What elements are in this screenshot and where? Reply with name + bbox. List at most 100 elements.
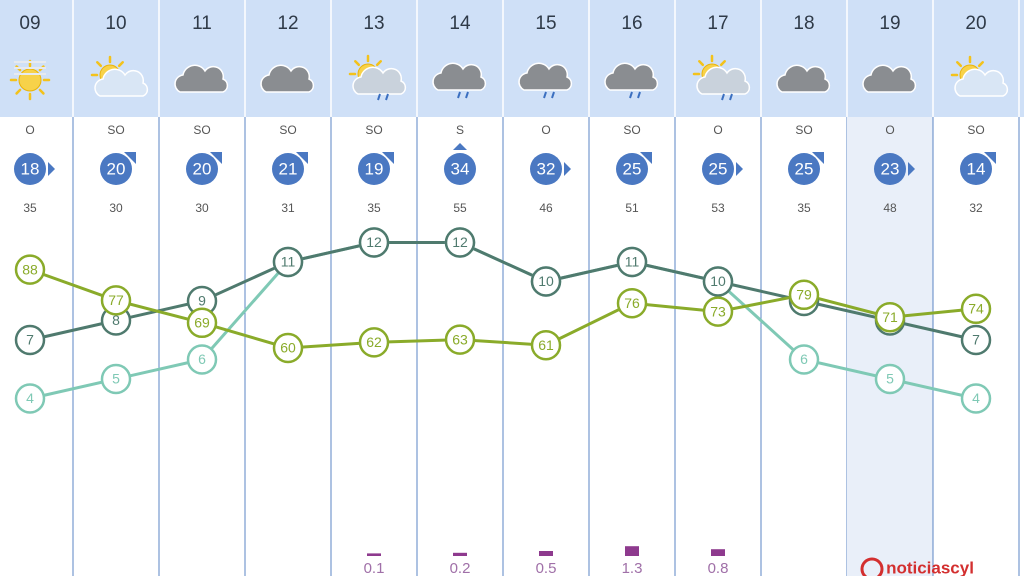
data-label: 73 <box>710 303 726 319</box>
data-point <box>100 285 132 316</box>
wind-speed-badge <box>702 153 734 185</box>
day-label: 15 <box>535 13 556 34</box>
sun-ray <box>375 60 382 67</box>
day-label: 17 <box>707 13 728 34</box>
gust: 30 <box>109 201 123 215</box>
data-point <box>272 332 304 364</box>
content: 09O183510SO203011SO203012SO213113SO19351… <box>9 0 1020 576</box>
gust: 51 <box>625 201 639 215</box>
wind-speed: 14 <box>967 159 986 178</box>
data-label: 11 <box>625 254 640 270</box>
logo: noticiascyl <box>886 558 974 576</box>
wind-speed: 25 <box>795 159 814 178</box>
wind-speed: 25 <box>709 159 728 178</box>
wind-arrow <box>640 152 652 164</box>
rain-drop <box>637 91 641 99</box>
cloud <box>432 62 487 91</box>
day-label: 10 <box>105 13 126 34</box>
gust: 35 <box>23 201 37 215</box>
wind-arrow <box>296 152 308 164</box>
wind-speed-badge <box>444 153 476 185</box>
cloud <box>352 66 407 95</box>
data-label: 11 <box>281 254 296 270</box>
sun-ray <box>719 60 726 67</box>
day-label: 11 <box>192 13 212 34</box>
day-label: 14 <box>449 13 471 34</box>
cloud <box>260 64 315 93</box>
wind-direction: O <box>885 123 894 137</box>
precip-label: 0.1 <box>364 560 385 576</box>
wind-speed-badge <box>272 153 304 185</box>
wind-direction: SO <box>623 123 640 137</box>
gust: 35 <box>367 201 381 215</box>
cloud <box>776 64 831 93</box>
data-label: 63 <box>452 331 468 347</box>
data-point <box>788 279 820 311</box>
data-label: 60 <box>280 340 296 356</box>
gust: 32 <box>969 201 983 215</box>
wind-arrow <box>210 152 222 164</box>
rain-drop <box>543 91 547 99</box>
cloud <box>954 68 1009 97</box>
data-label: 7 <box>26 332 34 348</box>
cloud <box>174 64 229 93</box>
rain-drop <box>721 93 725 101</box>
data-label: 4 <box>972 390 980 406</box>
data-point <box>530 329 562 361</box>
data-label: 4 <box>26 390 34 406</box>
rain-drop <box>465 91 469 99</box>
wind-direction: SO <box>365 123 382 137</box>
sun-ray <box>354 60 361 67</box>
data-point <box>874 301 906 333</box>
cloud <box>604 62 659 91</box>
wind-arrow <box>812 152 824 164</box>
header-band <box>0 0 1024 117</box>
gust: 55 <box>453 201 467 215</box>
data-label: 69 <box>194 315 210 331</box>
cloud <box>518 62 573 91</box>
data-label: 88 <box>22 261 38 277</box>
cloud <box>94 68 149 97</box>
data-point <box>444 324 476 355</box>
data-label: 76 <box>624 295 640 311</box>
wind-arrow <box>736 162 743 176</box>
sun <box>18 68 42 92</box>
data-point <box>358 327 390 358</box>
precip-bar <box>539 551 553 556</box>
precip-label: 0.2 <box>450 560 471 576</box>
day-label: 09 <box>19 13 40 34</box>
sun-ray <box>117 61 124 68</box>
data-point <box>788 344 820 375</box>
wind-speed-badge <box>530 153 562 185</box>
wind-speed-badge <box>616 153 648 185</box>
rain-drop <box>385 93 389 101</box>
wind-direction: O <box>713 123 722 137</box>
day-label: 18 <box>793 13 814 34</box>
wind-speed-badge <box>186 153 218 185</box>
wind-speed: 20 <box>193 159 212 178</box>
wind-speed: 34 <box>451 159 470 178</box>
data-label: 12 <box>452 234 468 250</box>
wind-direction: SO <box>967 123 984 137</box>
wind-speed-badge <box>960 153 992 185</box>
wind-speed: 20 <box>107 159 126 178</box>
wind-speed: 25 <box>623 159 642 178</box>
logo-mark <box>860 557 884 576</box>
data-point <box>272 246 304 278</box>
rain-drop <box>377 93 381 101</box>
data-point <box>100 363 132 395</box>
sun-ray <box>96 61 103 68</box>
data-point <box>960 383 992 414</box>
day-label: 19 <box>879 13 900 34</box>
data-label: 12 <box>366 234 382 250</box>
data-point <box>702 296 734 327</box>
wind-arrow <box>564 162 571 176</box>
data-point <box>874 363 906 395</box>
gust: 30 <box>195 201 209 215</box>
gust: 46 <box>539 201 553 215</box>
day-label: 16 <box>621 13 642 34</box>
wind-speed: 23 <box>881 159 900 178</box>
wind-arrow <box>984 152 996 164</box>
data-point <box>14 383 46 414</box>
data-label: 10 <box>710 273 726 289</box>
